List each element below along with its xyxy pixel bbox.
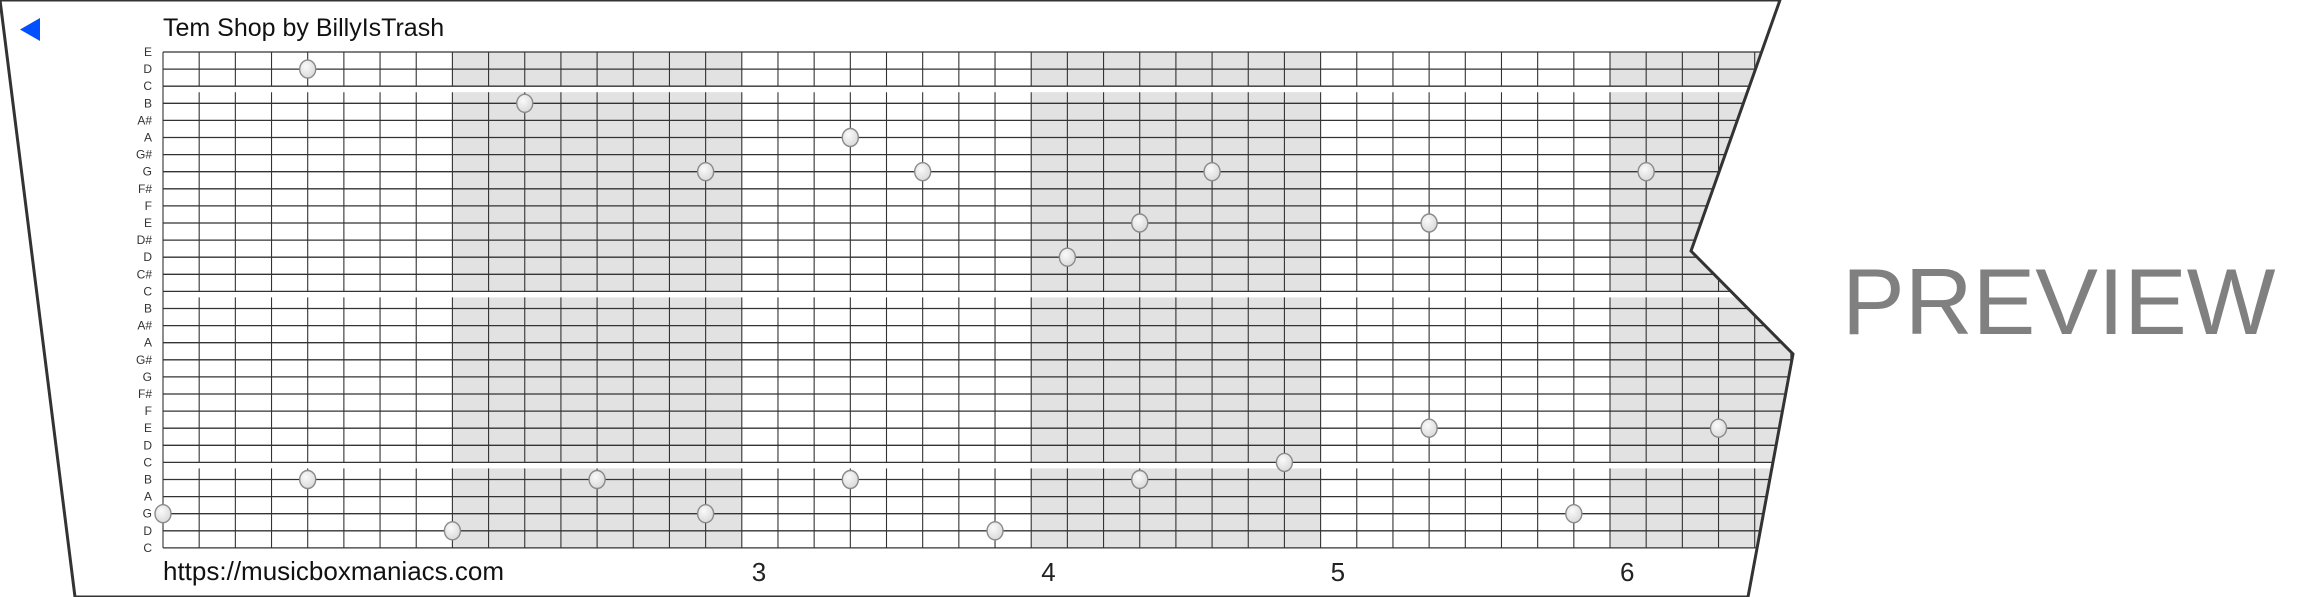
notes <box>154 59 1728 541</box>
note-hole <box>1565 504 1583 524</box>
note-hole <box>443 521 462 541</box>
group-gap <box>163 291 1793 298</box>
note-hole <box>1203 161 1221 182</box>
note-hole <box>1637 161 1655 182</box>
pitch-label: F# <box>138 387 152 401</box>
beat-number: 6 <box>1620 557 1634 587</box>
pitch-label: B <box>144 473 152 487</box>
pitch-label: D# <box>137 233 153 247</box>
beat-labels: 3 4 5 6 <box>752 557 1635 587</box>
note-hole <box>299 469 317 490</box>
pitch-label: C <box>143 541 152 555</box>
pitch-label: D <box>143 524 152 538</box>
pitch-label: G <box>143 165 152 179</box>
pitch-label: G <box>143 370 152 384</box>
pitch-label: F <box>145 404 152 418</box>
pitch-label: E <box>144 421 152 435</box>
pitch-label: A <box>144 490 152 504</box>
note-hole <box>1131 469 1149 490</box>
note-grid <box>162 51 1793 549</box>
note-hole <box>516 93 534 114</box>
note-hole <box>154 504 172 524</box>
pitch-label: D <box>143 62 152 76</box>
pitch-label: C <box>143 455 152 469</box>
group-gap <box>163 462 1793 469</box>
beat-number: 5 <box>1331 557 1345 587</box>
note-hole <box>841 127 860 148</box>
pitch-label: C <box>143 79 152 93</box>
pitch-label: G# <box>136 353 152 367</box>
note-hole <box>1420 213 1438 233</box>
strip-outline <box>0 0 1795 597</box>
pitch-label: D <box>143 250 152 264</box>
note-hole <box>696 161 715 182</box>
pitch-label: E <box>144 216 152 230</box>
group-gap <box>163 86 1793 93</box>
pitch-label: G# <box>136 148 152 162</box>
pitch-label: E <box>144 45 152 59</box>
pitch-label: A# <box>137 113 152 127</box>
note-hole <box>1709 418 1728 438</box>
song-title: Tem Shop by BillyIsTrash <box>163 14 444 42</box>
note-hole <box>1131 213 1149 233</box>
note-hole <box>1420 418 1438 438</box>
pitch-label: D <box>143 438 152 452</box>
pitch-label: F <box>145 199 152 213</box>
pitch-label: A <box>144 131 152 145</box>
note-hole <box>913 161 932 182</box>
site-url[interactable]: https://musicboxmaniacs.com <box>163 556 504 586</box>
note-hole <box>986 521 1004 541</box>
pitch-label: F# <box>138 182 152 196</box>
pitch-label: C <box>143 284 152 298</box>
pitch-label: B <box>144 302 152 316</box>
note-hole <box>841 469 860 490</box>
note-hole <box>299 59 317 79</box>
triangle-left-icon[interactable] <box>20 18 40 41</box>
pitch-label: C# <box>137 267 153 281</box>
pitch-label: A# <box>137 319 152 333</box>
preview-watermark: PREVIEW <box>1842 249 2276 354</box>
beat-number: 4 <box>1041 557 1055 587</box>
beat-number: 3 <box>752 557 766 587</box>
pitch-label: G <box>143 507 152 521</box>
note-hole <box>588 469 606 490</box>
pitch-label: A <box>144 336 152 350</box>
note-hole <box>1058 247 1077 267</box>
note-hole <box>1275 452 1294 473</box>
note-hole <box>696 504 715 524</box>
pitch-label: B <box>144 96 152 110</box>
